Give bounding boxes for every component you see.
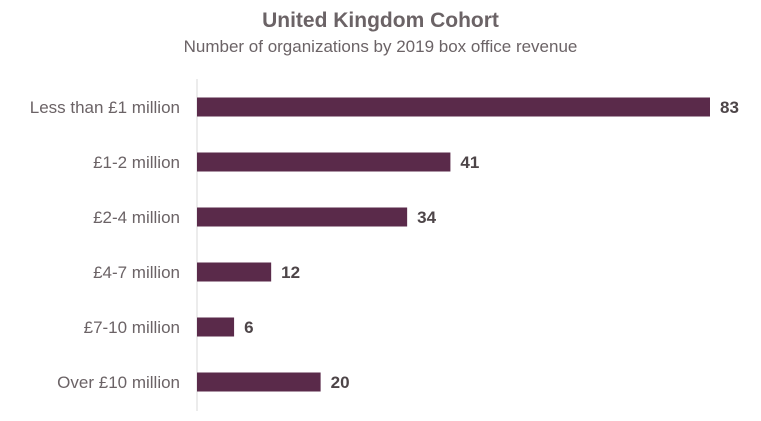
category-label: £2-4 million <box>93 208 180 227</box>
category-label: Over £10 million <box>57 373 180 392</box>
bar <box>197 372 321 392</box>
data-label: 34 <box>417 208 436 227</box>
data-label: 20 <box>331 373 350 392</box>
chart-subtitle: Number of organizations by 2019 box offi… <box>183 37 578 56</box>
data-label: 6 <box>244 318 253 337</box>
chart-title: United Kingdom Cohort <box>262 9 499 32</box>
category-label: £7-10 million <box>84 318 180 337</box>
category-label: Less than £1 million <box>30 98 180 117</box>
bar <box>197 207 408 227</box>
bar <box>197 317 235 337</box>
bars-layer: Less than £1 million 83 £1-2 million 41 £2-4… <box>30 97 739 392</box>
bar <box>197 152 451 172</box>
data-label: 83 <box>720 98 739 117</box>
category-label: £4-7 million <box>93 263 180 282</box>
data-label: 12 <box>281 263 300 282</box>
bar <box>197 97 710 117</box>
bar <box>197 262 272 282</box>
category-label: £1-2 million <box>93 153 180 172</box>
data-label: 41 <box>460 153 479 172</box>
